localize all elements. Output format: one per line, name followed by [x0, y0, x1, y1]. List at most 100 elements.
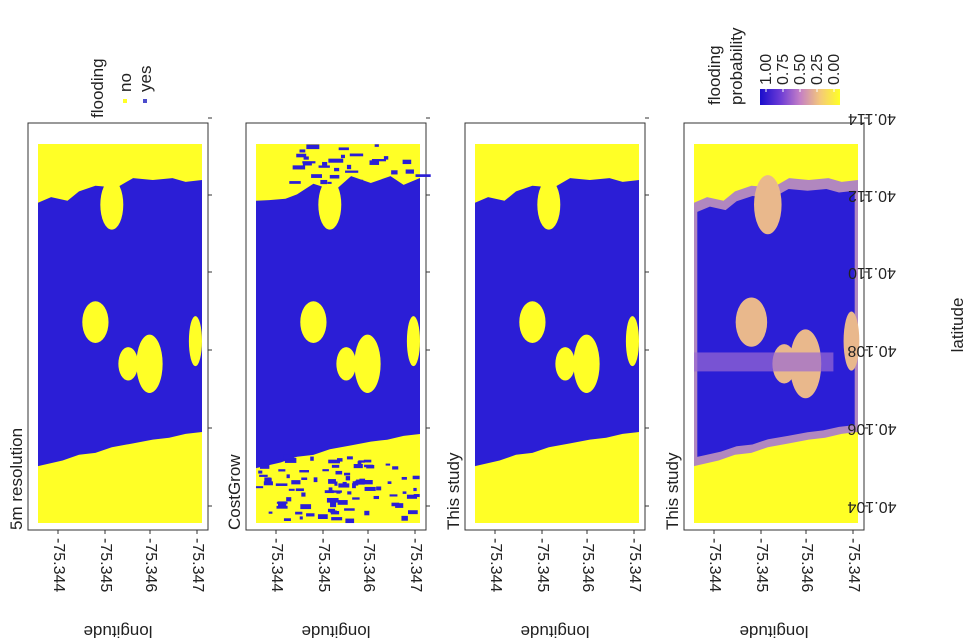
flood-speckle [278, 469, 286, 472]
flood-speckle [364, 510, 370, 516]
flood-speckle [306, 144, 320, 150]
flood-speckle [329, 174, 340, 179]
map-panel: CostGrow -75.344 -75.345 -75.346 -75.347 long… [225, 117, 431, 641]
dry-island [100, 179, 124, 230]
dry-island [336, 347, 357, 381]
dry-island [300, 301, 327, 343]
colorbar-tick-label: 0.50 [792, 54, 809, 85]
flood-speckle [358, 460, 365, 463]
flood-speckle [349, 153, 364, 157]
legend-probability: flooding probability 1.00 0.75 0.50 0.25 0.00 [705, 27, 843, 105]
lon-tick-label: -75.344 [268, 538, 285, 592]
flood-speckle [306, 513, 315, 517]
flood-speckle [283, 454, 294, 460]
lon-tick-label: -75.347 [407, 538, 424, 592]
partial-island [843, 311, 860, 371]
lon-tick-label: -75.345 [753, 538, 770, 592]
flood-speckle [256, 486, 264, 489]
flood-speckle [322, 161, 328, 166]
lon-tick-label: -75.345 [315, 538, 332, 592]
dry-island [136, 334, 163, 394]
flood-speckle [346, 456, 353, 460]
flood-speckle [389, 494, 398, 497]
flood-speckle [387, 481, 392, 484]
flood-speckle [284, 458, 297, 463]
flood-speckle [405, 169, 414, 174]
flood-speckle [353, 464, 363, 469]
dry-island [118, 347, 139, 381]
colorbar-tick-label: 0.00 [826, 54, 843, 85]
flood-speckle [412, 475, 420, 480]
flood-speckle [356, 479, 360, 482]
flood-speckle [331, 464, 340, 468]
flood-speckle [346, 164, 352, 170]
legend-title: probability [727, 27, 746, 105]
flood-speckle [401, 476, 407, 480]
flood-speckle [338, 483, 350, 488]
flood-speckle [292, 165, 306, 170]
flood-speckle [344, 508, 355, 511]
flood-speckle [300, 504, 312, 510]
flood-speckle [328, 479, 336, 484]
flood-speckle [288, 488, 295, 491]
flood-speckle [337, 500, 348, 505]
flood-speckle [291, 480, 301, 485]
colorbar-tick-label: 0.75 [775, 54, 792, 85]
flood-speckle [324, 490, 334, 494]
flood-speckle [295, 511, 303, 515]
flood-speckle [311, 174, 322, 178]
colorbar-tick-label: 1.00 [758, 54, 775, 85]
dry-island [573, 334, 600, 394]
dry-island [406, 316, 420, 367]
flood-speckle [352, 483, 356, 489]
flood-speckle [320, 179, 328, 185]
flood-speckle [413, 487, 417, 492]
flood-speckle [359, 478, 366, 484]
partial-island [754, 175, 782, 235]
legend-swatch [123, 99, 127, 103]
flood-speckle [299, 470, 309, 473]
flood-speckle [299, 149, 306, 153]
flood-speckle [259, 474, 268, 477]
flood-speckle [362, 479, 373, 485]
flood-speckle [364, 464, 374, 468]
legend-label: no [116, 73, 135, 92]
flood-speckle [391, 170, 398, 175]
dry-island [625, 316, 639, 367]
transition-band [694, 352, 834, 372]
legend-swatch [143, 99, 147, 103]
flood-speckle [340, 154, 345, 159]
flooded-area [38, 178, 202, 467]
flood-speckle [335, 470, 343, 475]
dry-island [537, 179, 561, 230]
lon-tick-label: -75.344 [487, 538, 504, 592]
flood-speckle [364, 486, 376, 491]
flood-speckle [338, 147, 349, 151]
flood-speckle [406, 494, 418, 499]
flood-speckle [302, 161, 316, 164]
flood-speckle [385, 463, 391, 466]
dry-island [555, 347, 576, 381]
panel-title: CostGrow [225, 454, 244, 530]
flood-speckle [345, 476, 351, 481]
flood-speckle [286, 497, 292, 502]
flood-speckle [363, 459, 372, 463]
flood-speckle [268, 511, 273, 514]
dry-island [188, 316, 202, 367]
flood-speckle [395, 503, 404, 508]
map-panel: 5m resolution -75.344 -75.345 -75.346 -75.34… [7, 117, 212, 641]
flood-speckle [347, 491, 352, 495]
flood-speckle [329, 510, 337, 513]
longitude-axis-label: longitude [739, 622, 808, 641]
lon-tick-label: -75.347 [845, 538, 862, 592]
flood-speckle [313, 477, 318, 483]
lon-tick-label: -75.346 [798, 538, 815, 592]
flood-speckle [260, 464, 270, 469]
flood-speckle [327, 181, 332, 184]
dry-island [82, 301, 109, 343]
dry-island [354, 334, 381, 394]
flood-speckle [344, 472, 351, 476]
partial-island [735, 297, 768, 347]
flood-speckle [295, 488, 304, 492]
flood-speckle [276, 505, 288, 509]
